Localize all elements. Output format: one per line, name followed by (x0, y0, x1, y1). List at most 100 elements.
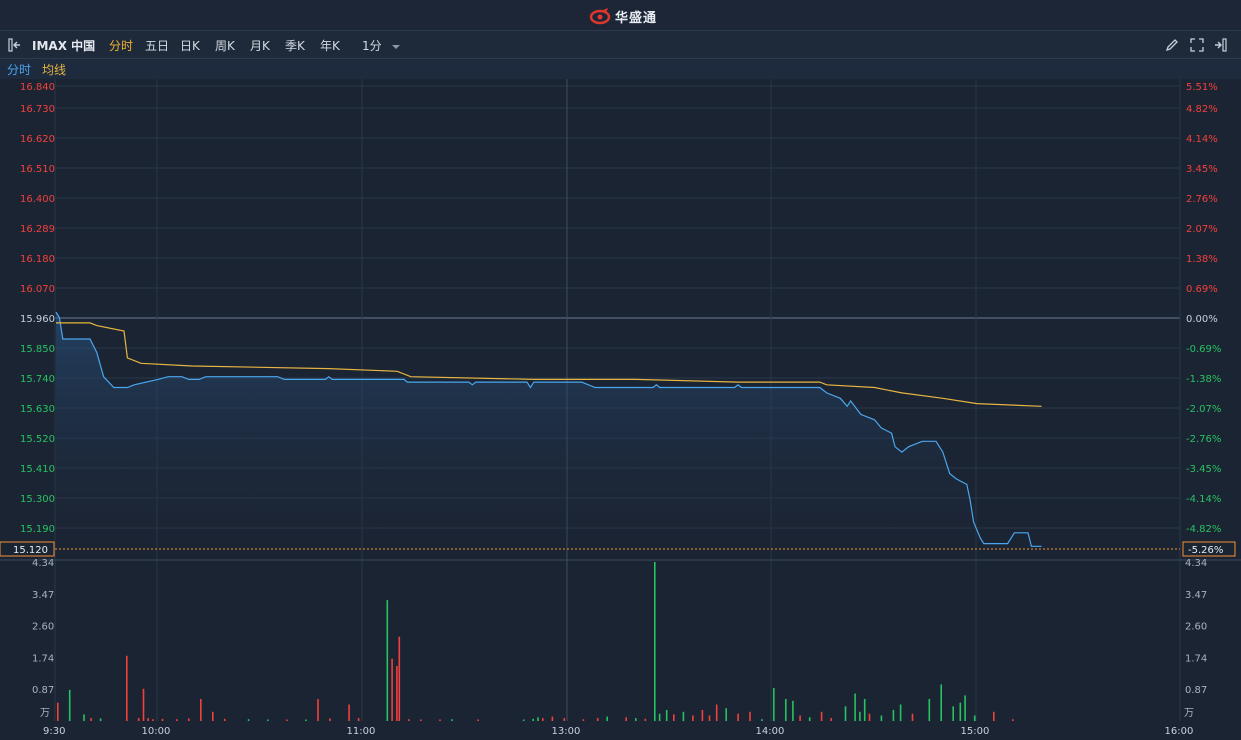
time-tick-label: 15:00 (961, 726, 990, 737)
volume-bar (357, 718, 360, 721)
volume-tick-label-right: 1.74 (1185, 653, 1207, 664)
intraday-chart[interactable]: 16.840 5.51% 16.730 4.82% 16.620 4.14% 16.510 3… (0, 79, 1241, 740)
volume-bar (715, 704, 718, 721)
volume-bar (596, 718, 599, 721)
price-tick-label: 15.190 (20, 524, 55, 535)
pct-tick-label: -2.07% (1186, 404, 1221, 415)
volume-tick-label: 2.60 (32, 622, 54, 633)
app-header: 华盛通 (0, 0, 1241, 31)
brand-mark-icon (589, 8, 611, 25)
pct-tick-label: 3.45% (1186, 164, 1218, 175)
series-line-average (56, 322, 1042, 407)
tab-intraday[interactable]: 分时 (109, 39, 134, 53)
interval-value: 1分 (362, 39, 382, 53)
price-tick-label: 15.740 (20, 374, 55, 385)
volume-bar (420, 719, 422, 721)
volume-bar (844, 706, 847, 721)
volume-bar (57, 702, 59, 721)
volume-bar (223, 718, 226, 721)
volume-bar (551, 716, 554, 721)
pct-tick-label: 0.00% (1186, 314, 1218, 325)
volume-unit-label: 万 (40, 708, 50, 719)
price-tick-label: 16.289 (20, 224, 55, 235)
chevron-down-icon (392, 44, 401, 49)
time-tick-label: 10:00 (142, 726, 171, 737)
time-tick-label: 13:00 (552, 726, 581, 737)
volume-bar (658, 713, 661, 721)
volume-bar (928, 699, 931, 721)
volume-bar (329, 718, 331, 721)
volume-bar (142, 688, 145, 721)
tab-five-day[interactable]: 五日 (145, 39, 170, 53)
pct-tick-label: -4.14% (1186, 494, 1221, 505)
volume-bar (451, 719, 453, 721)
price-tick-label: 15.520 (20, 434, 55, 445)
pencil-icon[interactable] (1164, 37, 1180, 53)
volume-bar (692, 715, 694, 721)
volume-bar (959, 702, 962, 721)
tab-monthly-k[interactable]: 月K (250, 39, 270, 53)
pct-tick-label: -0.69% (1186, 344, 1221, 355)
volume-bar (532, 718, 534, 721)
volume-bar (348, 704, 350, 721)
price-tick-label: 15.850 (20, 344, 55, 355)
volume-bar (808, 717, 811, 721)
volume-bar (286, 719, 288, 721)
volume-bar (247, 719, 250, 721)
interval-select[interactable]: 1分 (362, 37, 401, 54)
pct-tick-label: 0.69% (1186, 284, 1218, 295)
tab-yearly-k[interactable]: 年K (320, 39, 340, 53)
time-tick-label: 16:00 (1165, 726, 1194, 737)
collapse-left-icon[interactable] (7, 37, 23, 53)
fullscreen-icon[interactable] (1189, 37, 1205, 53)
volume-bar (68, 689, 71, 721)
volume-tick-label: 1.74 (32, 653, 54, 664)
volume-bar (386, 600, 389, 721)
volume-bar (477, 719, 479, 721)
pct-tick-label: 2.07% (1186, 224, 1218, 235)
current-price-tag (0, 541, 55, 557)
volume-bar (993, 711, 995, 721)
tab-daily-k[interactable]: 日K (180, 39, 200, 53)
price-tick-label: 16.620 (20, 134, 55, 145)
volume-tick-label-right: 4.34 (1185, 558, 1207, 569)
volume-bar (90, 718, 92, 721)
volume-bar (973, 715, 976, 721)
volume-bar (563, 718, 566, 721)
volume-unit-label-right: 万 (1184, 708, 1194, 719)
volume-bar (644, 718, 647, 721)
volume-bar (83, 714, 85, 721)
current-pct-tag (1182, 541, 1236, 557)
volume-bar (682, 711, 685, 721)
volume-bar (305, 719, 307, 721)
volume-bar (137, 718, 140, 721)
pct-tick-label: -4.82% (1186, 524, 1221, 535)
tab-weekly-k[interactable]: 周K (215, 39, 235, 53)
volume-bar (859, 711, 861, 721)
volume-bar (854, 693, 856, 721)
volume-bar (708, 715, 711, 721)
volume-bar (737, 713, 739, 721)
brand-name: 华盛通 (615, 10, 658, 26)
volume-bar (625, 717, 627, 721)
volume-bar (940, 684, 942, 721)
volume-bar (761, 719, 763, 721)
volume-bar (396, 666, 398, 721)
brand-logo: 华盛通 (589, 6, 657, 26)
volume-bar (863, 699, 866, 721)
pct-tick-label: 2.76% (1186, 194, 1218, 205)
volume-bar (749, 711, 751, 721)
collapse-right-icon[interactable] (1212, 37, 1228, 53)
price-tick-label: 16.070 (20, 284, 55, 295)
stock-symbol[interactable]: IMAX 中国 (32, 39, 96, 53)
volume-bar (161, 718, 164, 721)
pct-tick-label: -1.38% (1186, 374, 1221, 385)
price-tick-label: 16.730 (20, 104, 55, 115)
volume-bar (868, 713, 871, 721)
volume-bar (673, 714, 675, 721)
volume-bar (188, 718, 190, 721)
pct-tick-label: 4.82% (1186, 104, 1218, 115)
volume-tick-label: 0.87 (32, 685, 54, 696)
tab-quarterly-k[interactable]: 季K (285, 39, 305, 53)
volume-bar (892, 710, 895, 721)
